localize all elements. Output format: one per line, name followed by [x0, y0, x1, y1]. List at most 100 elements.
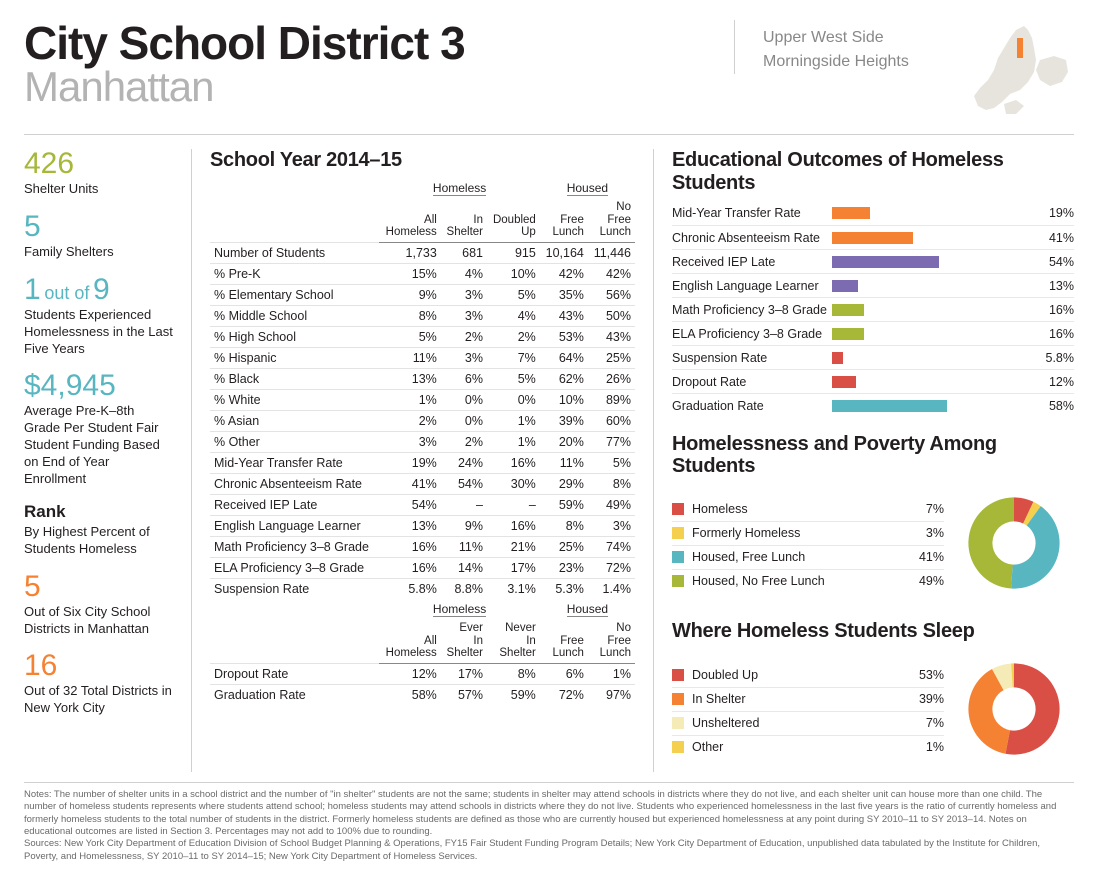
cell: 681	[441, 242, 487, 263]
legend-label: Unsheltered	[692, 716, 900, 730]
left-stats-column: 426 Shelter Units 5 Family Shelters 1 ou…	[24, 149, 192, 772]
cell: 16%	[379, 557, 440, 578]
legend-label: Housed, No Free Lunch	[692, 574, 900, 588]
cell: 41%	[379, 473, 440, 494]
cell: 43%	[540, 305, 588, 326]
stat-label: Family Shelters	[24, 244, 173, 261]
legend-label: Doubled Up	[692, 668, 900, 682]
bar-label: Mid-Year Transfer Rate	[672, 206, 832, 220]
cell: 0%	[487, 389, 540, 410]
bar-value: 16%	[1030, 327, 1074, 341]
cell: 89%	[588, 389, 635, 410]
cell: 8.8%	[441, 578, 487, 599]
cell: 5%	[379, 326, 440, 347]
sleep-legend: Doubled Up53%In Shelter39%Unsheltered7%O…	[672, 663, 944, 759]
bar-track	[832, 328, 1030, 340]
poverty-legend: Homeless7%Formerly Homeless3%Housed, Fre…	[672, 497, 944, 593]
table-col-head: InShelter	[441, 198, 487, 242]
stat-label: Out of Six City School Districts in Manh…	[24, 604, 173, 638]
nyc-map-icon	[954, 20, 1074, 120]
legend-swatch	[672, 551, 684, 563]
data-table-column: School Year 2014–15 Homeless Housed AllH…	[192, 149, 654, 772]
cell: 2%	[441, 431, 487, 452]
legend-value: 49%	[900, 574, 944, 588]
cell: 57%	[441, 684, 487, 705]
row-label: English Language Learner	[210, 515, 379, 536]
row-label: % Elementary School	[210, 284, 379, 305]
legend-label: Other	[692, 740, 900, 754]
cell: 8%	[487, 663, 540, 684]
cell: 62%	[540, 368, 588, 389]
stat-value: 16	[24, 651, 173, 681]
row-label: Chronic Absenteeism Rate	[210, 473, 379, 494]
cell: 1%	[588, 663, 635, 684]
cell: 54%	[379, 494, 440, 515]
cell: 7%	[487, 347, 540, 368]
ratio-denominator: 9	[93, 273, 110, 306]
cell: 5%	[588, 452, 635, 473]
bar-fill	[832, 400, 947, 412]
bar-label: Graduation Rate	[672, 399, 832, 413]
table-col-head	[210, 619, 379, 663]
bar-value: 41%	[1030, 231, 1074, 245]
table-col-head: EverInShelter	[441, 619, 487, 663]
cell: 72%	[540, 684, 588, 705]
cell: 39%	[540, 410, 588, 431]
title-block: City School District 3 Manhattan	[24, 20, 734, 108]
stat-rank-city: 16 Out of 32 Total Districts in New York…	[24, 651, 173, 717]
ratio-numerator: 1	[24, 273, 41, 306]
bar-row: Received IEP Late54%	[672, 249, 1074, 273]
cell: 9%	[441, 515, 487, 536]
cell: 915	[487, 242, 540, 263]
stat-label: Shelter Units	[24, 181, 173, 198]
cell: 10,164	[540, 242, 588, 263]
table-row: English Language Learner13%9%16%8%3%	[210, 515, 635, 536]
table-row: Number of Students1,73368191510,16411,44…	[210, 242, 635, 263]
notes-body: Notes: The number of shelter units in a …	[24, 789, 1074, 838]
group-label-housed: Housed	[567, 602, 608, 617]
cell: 3.1%	[487, 578, 540, 599]
poverty-title: Homelessness and Poverty Among Students	[672, 433, 1074, 477]
table-row: % High School5%2%2%53%43%	[210, 326, 635, 347]
cell: 23%	[540, 557, 588, 578]
row-label: Math Proficiency 3–8 Grade	[210, 536, 379, 557]
legend-swatch	[672, 669, 684, 681]
bar-row: Mid-Year Transfer Rate19%	[672, 201, 1074, 225]
cell: 49%	[588, 494, 635, 515]
cell: 60%	[588, 410, 635, 431]
legend-swatch	[672, 575, 684, 587]
legend-swatch	[672, 503, 684, 515]
table-col-head: DoubledUp	[487, 198, 540, 242]
legend-row: In Shelter39%	[672, 687, 944, 711]
group-label-housed: Housed	[567, 181, 608, 196]
bar-track	[832, 304, 1030, 316]
cell: 74%	[588, 536, 635, 557]
stat-value: 5	[24, 572, 173, 602]
cell: 3%	[379, 431, 440, 452]
cell: 25%	[540, 536, 588, 557]
cell: 53%	[540, 326, 588, 347]
bar-row: Graduation Rate58%	[672, 393, 1074, 417]
table-col-head: NoFreeLunch	[588, 619, 635, 663]
cell: 2%	[379, 410, 440, 431]
row-label: Graduation Rate	[210, 684, 379, 705]
table-row: % Middle School8%3%4%43%50%	[210, 305, 635, 326]
neighborhood-item: Upper West Side	[763, 26, 930, 50]
table-row: Mid-Year Transfer Rate19%24%16%11%5%	[210, 452, 635, 473]
cell: 13%	[379, 515, 440, 536]
table-row: % Other3%2%1%20%77%	[210, 431, 635, 452]
bar-value: 54%	[1030, 255, 1074, 269]
cell: 20%	[540, 431, 588, 452]
table-row: % Pre-K15%4%10%42%42%	[210, 263, 635, 284]
table-row: Chronic Absenteeism Rate41%54%30%29%8%	[210, 473, 635, 494]
legend-row: Homeless7%	[672, 497, 944, 521]
bar-label: Dropout Rate	[672, 375, 832, 389]
table-body-top: Number of Students1,73368191510,16411,44…	[210, 242, 635, 599]
cell: 4%	[487, 305, 540, 326]
bar-fill	[832, 256, 939, 268]
bar-label: English Language Learner	[672, 279, 832, 293]
cell: 77%	[588, 431, 635, 452]
neighborhood-list: Upper West Side Morningside Heights	[734, 20, 954, 74]
cell: 6%	[441, 368, 487, 389]
legend-value: 39%	[900, 692, 944, 706]
